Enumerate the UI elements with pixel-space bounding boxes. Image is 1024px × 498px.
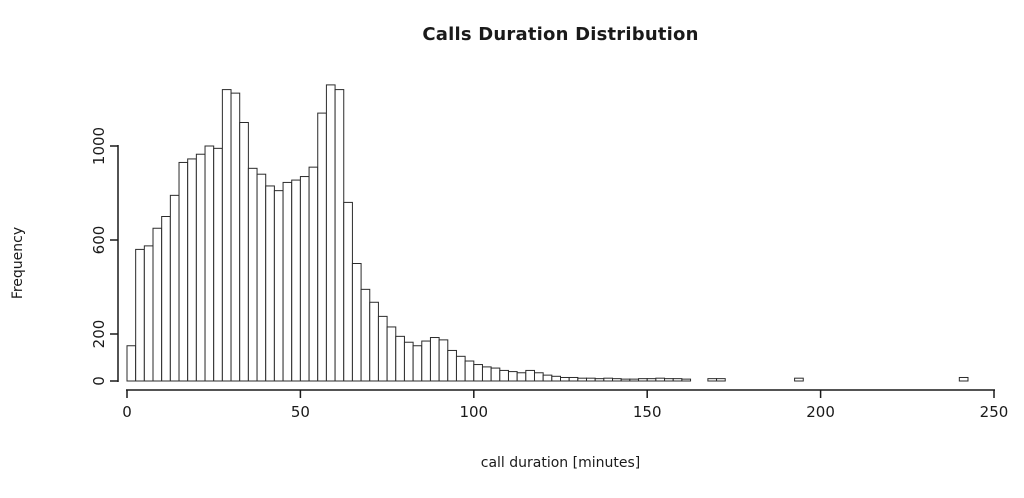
chart-title: Calls Duration Distribution xyxy=(422,24,699,45)
histogram-bar xyxy=(351,263,362,382)
histogram-bar xyxy=(612,378,622,382)
histogram-bar xyxy=(377,315,388,382)
histogram-bar xyxy=(282,181,293,382)
histogram-bar xyxy=(516,372,527,382)
histogram-bar xyxy=(221,89,232,382)
histogram-bar xyxy=(247,167,258,382)
x-tick-label: 250 xyxy=(980,403,1009,421)
histogram-bar xyxy=(195,153,206,382)
histogram-bar xyxy=(421,340,431,382)
histogram-bar xyxy=(187,158,197,382)
histogram-bar xyxy=(317,112,327,382)
histogram-bar xyxy=(291,179,301,382)
x-tick-label: 150 xyxy=(633,403,662,421)
histogram-bar xyxy=(230,92,241,382)
histogram-bar xyxy=(343,201,353,382)
histogram-bar xyxy=(265,185,275,382)
histogram-bar xyxy=(455,355,466,382)
histogram-bar xyxy=(481,366,492,382)
histogram-bar xyxy=(542,374,553,382)
histogram-bar xyxy=(299,176,310,382)
histogram-bar xyxy=(447,349,457,382)
histogram-bar xyxy=(273,190,284,382)
histogram-bar xyxy=(473,364,483,382)
histogram-bar xyxy=(369,301,379,382)
histogram-bar xyxy=(204,145,215,382)
histogram-bar xyxy=(429,337,440,382)
histogram-bar xyxy=(525,369,535,382)
histogram-bar xyxy=(308,166,319,382)
histogram-bar xyxy=(716,378,726,382)
histogram-bar xyxy=(664,378,674,382)
histogram-bar xyxy=(360,288,371,382)
y-tick-label: 1000 xyxy=(90,127,108,165)
histogram-bar xyxy=(629,378,640,382)
histogram-bar xyxy=(551,375,562,382)
histogram-bar xyxy=(794,377,804,382)
histogram-bar xyxy=(325,84,336,382)
histogram-bar xyxy=(499,369,509,382)
histogram-bar xyxy=(638,378,648,382)
histogram-bar xyxy=(239,122,249,382)
y-tick-label: 200 xyxy=(90,320,108,349)
x-axis-title: call duration [minutes] xyxy=(480,455,641,471)
histogram-bar xyxy=(594,378,605,382)
histogram-bar xyxy=(568,376,579,382)
histogram-bar xyxy=(126,345,137,382)
histogram-bar xyxy=(672,378,683,382)
histogram-bar xyxy=(620,378,631,382)
histogram-bar xyxy=(213,147,223,382)
histogram-bar xyxy=(560,376,570,382)
histogram-bar xyxy=(586,377,596,382)
histogram-bar xyxy=(143,245,154,382)
histogram-bar xyxy=(603,377,614,382)
histogram-bar xyxy=(135,248,145,382)
histogram-bar xyxy=(707,378,718,382)
histogram-bar xyxy=(646,378,657,382)
x-tick-label: 50 xyxy=(291,403,310,421)
y-tick-label: 0 xyxy=(90,376,108,386)
histogram-bar xyxy=(958,376,969,382)
histogram-bar xyxy=(386,326,397,382)
y-tick-label: 600 xyxy=(90,226,108,255)
histogram-bar xyxy=(438,339,449,382)
histogram-bar xyxy=(178,161,189,382)
histogram-bar xyxy=(334,89,345,382)
histogram-bar xyxy=(403,341,414,382)
x-tick-label: 100 xyxy=(459,403,488,421)
x-tick-label: 200 xyxy=(806,403,835,421)
histogram-bar xyxy=(169,194,180,382)
histogram-bar xyxy=(412,345,423,382)
x-tick-label: 0 xyxy=(122,403,132,421)
histogram-bar xyxy=(655,377,666,382)
histogram-bar xyxy=(577,377,588,382)
histogram-bar xyxy=(507,371,518,382)
histogram-bar xyxy=(533,372,544,382)
histogram-bar xyxy=(464,360,475,382)
histogram-bar xyxy=(161,216,171,382)
histogram-bar xyxy=(681,378,692,382)
histogram-bar xyxy=(395,335,405,382)
histogram-bar xyxy=(256,173,267,382)
histogram-bar xyxy=(152,227,163,382)
histogram-bar xyxy=(490,367,501,382)
